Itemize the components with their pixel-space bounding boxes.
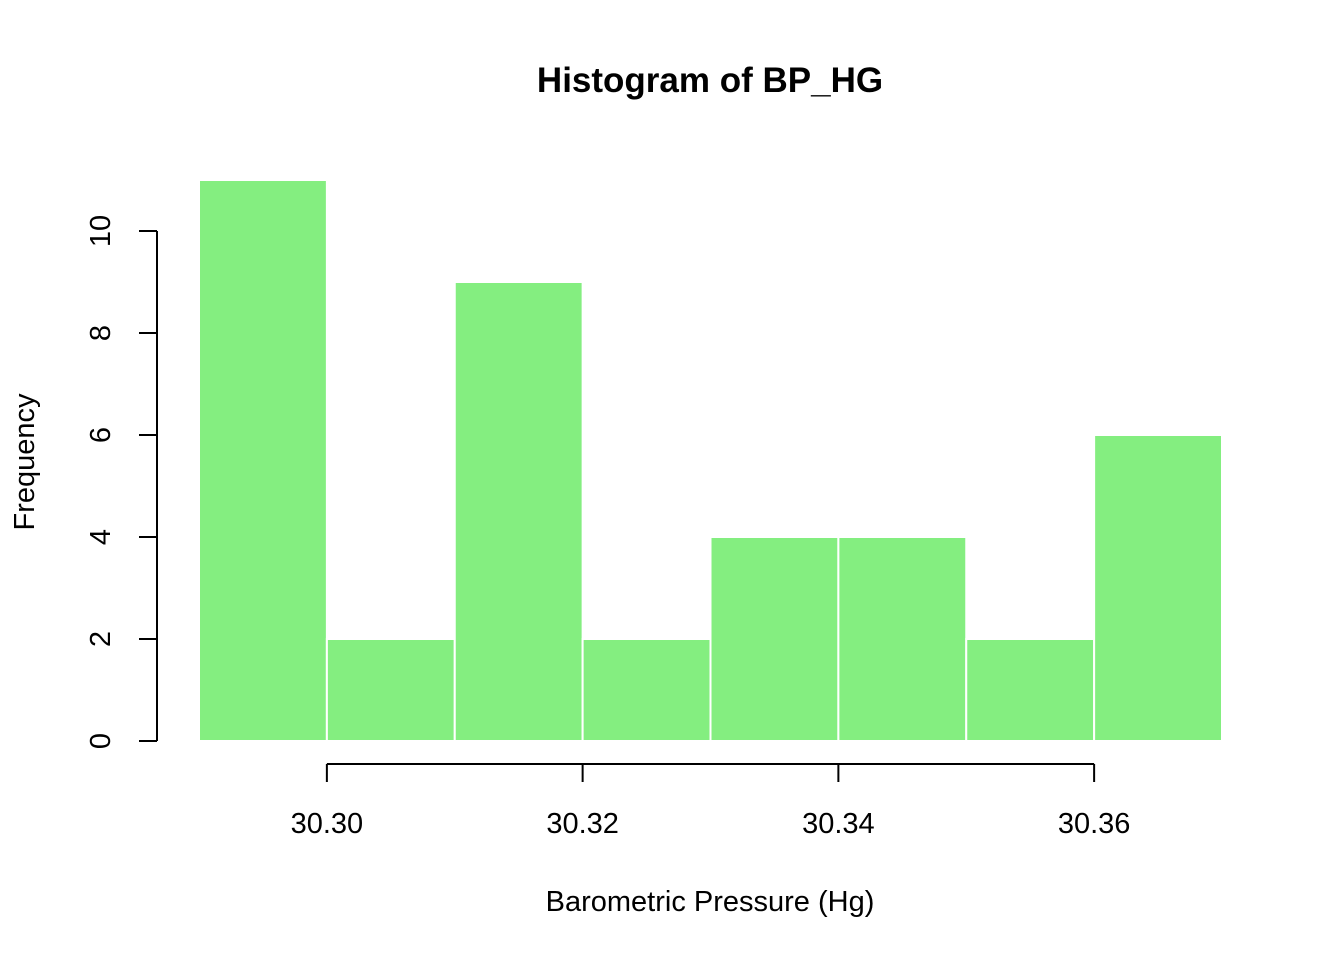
histogram-bar bbox=[1093, 434, 1223, 742]
y-tick-label: 8 bbox=[85, 325, 117, 341]
y-axis: 0 2 4 6 8 10 bbox=[85, 215, 158, 749]
histogram-bar bbox=[325, 638, 456, 742]
histogram-bar bbox=[453, 281, 584, 742]
y-axis-label: Frequency bbox=[9, 393, 41, 531]
x-axis-label: Barometric Pressure (Hg) bbox=[546, 886, 875, 918]
histogram-bar bbox=[198, 179, 328, 742]
bars-layer bbox=[198, 179, 1223, 742]
y-tick-label: 0 bbox=[85, 733, 117, 749]
x-tick-label: 30.32 bbox=[546, 808, 619, 840]
histogram-bar bbox=[709, 536, 840, 742]
y-tick-label: 2 bbox=[85, 631, 117, 647]
histogram-bar bbox=[837, 536, 968, 742]
histogram-bar bbox=[965, 638, 1096, 742]
histogram-bar bbox=[581, 638, 712, 742]
y-tick-label: 4 bbox=[85, 529, 117, 545]
y-tick-label: 10 bbox=[85, 215, 117, 247]
x-tick-label: 30.36 bbox=[1058, 808, 1131, 840]
y-tick-label: 6 bbox=[85, 427, 117, 443]
chart-title: Histogram of BP_HG bbox=[537, 61, 883, 100]
x-tick-label: 30.30 bbox=[291, 808, 364, 840]
x-tick-label: 30.34 bbox=[802, 808, 875, 840]
x-axis: 30.30 30.32 30.34 30.36 bbox=[291, 763, 1131, 840]
